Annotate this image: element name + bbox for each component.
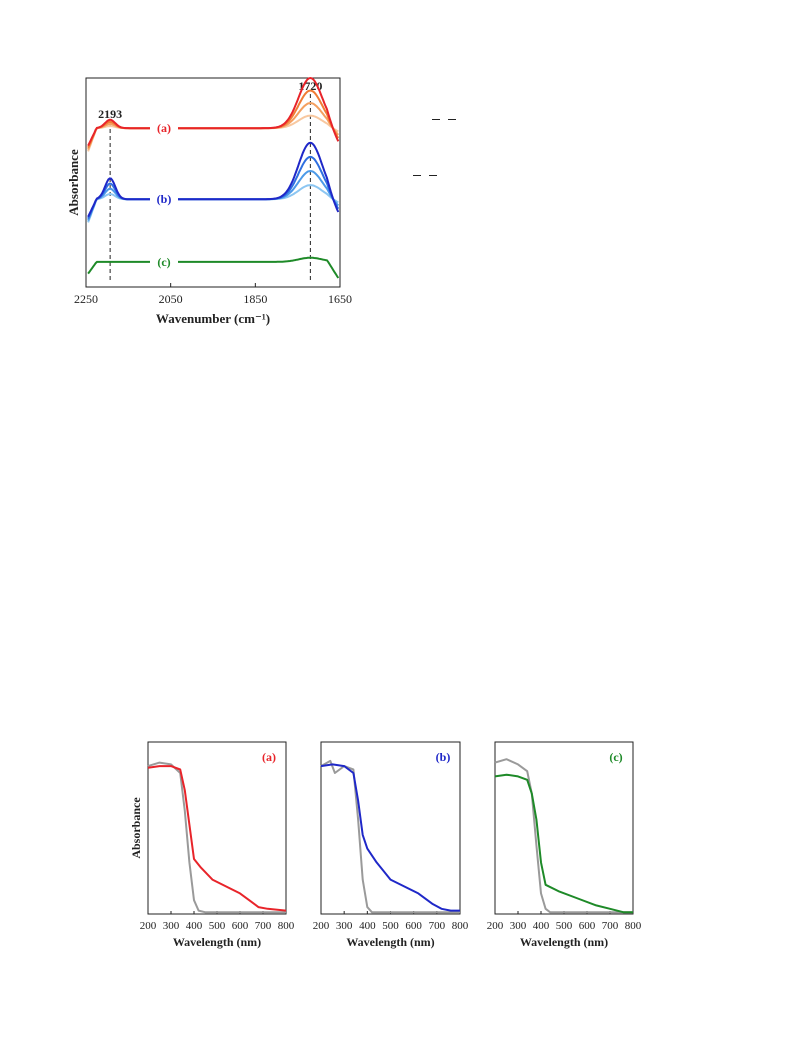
ir-series-a-line xyxy=(87,114,339,152)
uv-x-tick-label: 800 xyxy=(625,920,642,932)
uv-x-tick-label: 200 xyxy=(487,920,504,932)
ir-peak-annotation: 2193 xyxy=(98,107,122,121)
ir-series-label-bg xyxy=(150,253,178,270)
uv-x-tick-label: 300 xyxy=(163,920,180,932)
uv-x-tick-label: 800 xyxy=(452,920,469,932)
uv-y-axis-label: Absorbance xyxy=(129,797,143,859)
uv-red-line xyxy=(147,765,287,912)
uv-gray-line xyxy=(494,758,633,914)
ir-series-a-line xyxy=(87,76,340,147)
ir-y-axis-label: Absorbance xyxy=(66,149,81,216)
dash-mark xyxy=(432,119,440,120)
uv-x-tick-label: 600 xyxy=(232,920,249,932)
ir-series-c-line xyxy=(87,256,340,279)
uv-x-tick-label: 200 xyxy=(140,920,157,932)
uv-x-tick-label: 600 xyxy=(579,920,596,932)
ir-series-label: (c) xyxy=(157,255,170,269)
uv-x-tick-label: 200 xyxy=(313,920,330,932)
uv-x-tick-label: 700 xyxy=(255,920,272,932)
uv-panel-label: (b) xyxy=(436,750,451,764)
uv-x-axis-label: Wavelength (nm) xyxy=(520,935,608,949)
uv-plot-frame xyxy=(494,741,634,915)
uv-x-tick-label: 500 xyxy=(556,920,573,932)
ir-series-b-line xyxy=(87,169,340,221)
ir-series-b-line xyxy=(87,184,339,223)
uv-x-tick-label: 700 xyxy=(429,920,446,932)
ir-series-a-line xyxy=(87,102,340,150)
uv-x-tick-label: 500 xyxy=(209,920,226,932)
uv-x-tick-label: 400 xyxy=(533,920,550,932)
dash-mark xyxy=(429,175,437,176)
uv-x-tick-label: 400 xyxy=(359,920,376,932)
uv-gray-line xyxy=(320,759,460,914)
uv-x-tick-label: 700 xyxy=(602,920,619,932)
uv-x-tick-label: 500 xyxy=(382,920,399,932)
uv-x-tick-label: 600 xyxy=(405,920,422,932)
dash-mark xyxy=(413,175,421,176)
ir-x-tick-label: 1850 xyxy=(243,292,267,306)
uv-panel-label: (a) xyxy=(262,750,276,764)
uv-x-tick-label: 300 xyxy=(510,920,527,932)
uv-x-tick-label: 800 xyxy=(278,920,295,932)
uv-plot-frame xyxy=(147,741,287,915)
ir-series-b-line xyxy=(87,155,340,220)
ir-series-label-bg xyxy=(150,191,178,208)
dash-mark xyxy=(448,119,456,120)
uv-panel-label: (c) xyxy=(609,750,622,764)
uv-blue-line xyxy=(320,763,460,912)
uv-x-axis-label: Wavelength (nm) xyxy=(173,935,261,949)
ir-series-label-bg xyxy=(150,120,178,137)
ir-x-axis-label: Wavenumber (cm⁻¹) xyxy=(156,311,270,326)
ir-x-tick-label: 2250 xyxy=(74,292,98,306)
ir-series-label: (b) xyxy=(157,192,172,206)
ir-x-tick-label: 1650 xyxy=(328,292,352,306)
uv-green-line xyxy=(494,773,633,914)
uv-x-axis-label: Wavelength (nm) xyxy=(346,935,434,949)
ir-x-tick-label: 2050 xyxy=(159,292,183,306)
ir-series-label: (a) xyxy=(157,121,171,135)
uv-x-tick-label: 300 xyxy=(336,920,353,932)
ir-series-b-line xyxy=(87,141,340,218)
uv-gray-line xyxy=(147,761,286,914)
uv-x-tick-label: 400 xyxy=(186,920,203,932)
ir-plot-frame xyxy=(85,77,341,288)
